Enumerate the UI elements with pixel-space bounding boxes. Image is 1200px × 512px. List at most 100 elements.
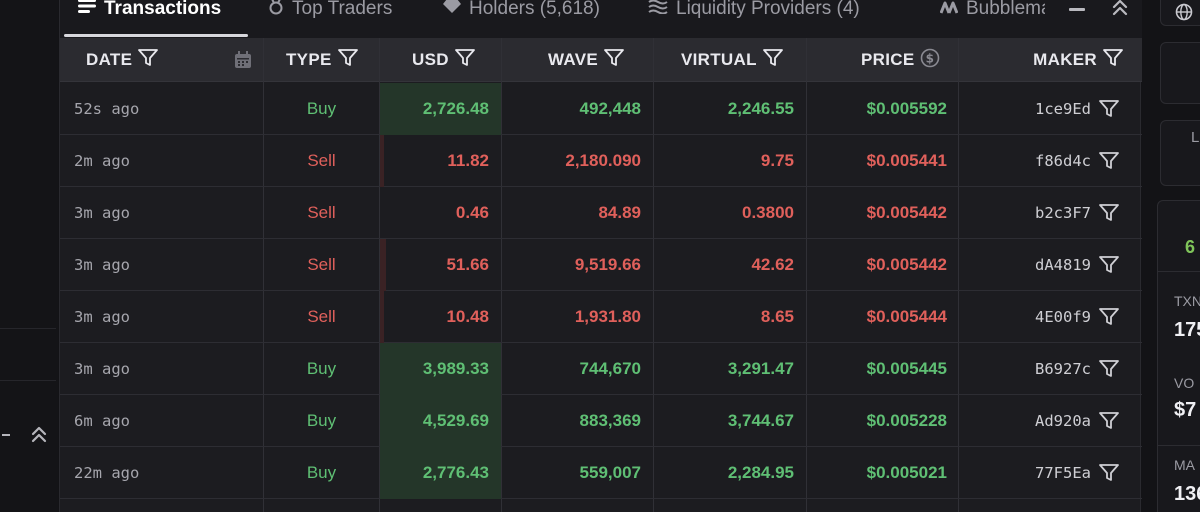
tab-bubblemaps[interactable]: Bubblemaps (940, 0, 1045, 24)
filter-icon[interactable] (1099, 360, 1119, 378)
usd-cell: 2,776.43 (422, 463, 489, 482)
filter-icon[interactable] (1099, 256, 1119, 274)
virtual-cell: 2,284.95 (727, 463, 794, 482)
date-cell: 3m ago (74, 256, 130, 274)
filter-icon[interactable] (604, 48, 624, 72)
column-header-price[interactable]: PRICE $ (861, 38, 940, 82)
type-cell: Buy (306, 411, 337, 430)
table-row[interactable]: 3m ago Sell 10.48 1,931.80 8.65 $0.005444 4E00… (60, 291, 1142, 343)
maker-address[interactable]: B6927c (1035, 360, 1091, 378)
minimize-icon[interactable] (2, 434, 10, 436)
column-header-date[interactable]: DATE (86, 38, 159, 82)
column-header-type[interactable]: TYPE (286, 38, 358, 82)
column-header-wave[interactable]: WAVE (548, 38, 624, 82)
table-row[interactable]: 22m ago Buy 2,776.43 559,007 2,284.95 $0.0050… (60, 447, 1142, 499)
table-row[interactable]: 3m ago Sell 51.66 9,519.66 42.62 $0.005442 dA4… (60, 239, 1142, 291)
column-label: VIRTUAL (681, 50, 757, 69)
filter-icon[interactable] (1099, 204, 1119, 222)
tab-label: Bubblemaps (966, 0, 1045, 19)
txns-value: 175 (1174, 319, 1200, 341)
language-button[interactable] (1160, 0, 1200, 26)
column-separator (958, 38, 959, 512)
column-header-maker[interactable]: MAKER (960, 38, 1123, 82)
maker-cell[interactable]: B6927c (959, 343, 1119, 395)
volume-label: VO (1174, 375, 1195, 391)
maker-cell[interactable]: 4E00f9 (959, 291, 1119, 343)
maker-address[interactable]: dA4819 (1035, 256, 1091, 274)
column-header-virtual[interactable]: VIRTUAL (681, 38, 783, 82)
tab-transactions[interactable]: Transactions (78, 0, 221, 24)
collapse-up-icon[interactable] (30, 424, 48, 446)
tab-holders[interactable]: Holders (5,618) (443, 0, 600, 24)
price-cell: $0.005441 (866, 151, 947, 170)
tab-liquidity-providers[interactable]: Liquidity Providers (4) (648, 0, 860, 24)
svg-text:$: $ (926, 51, 935, 65)
column-label: PRICE (861, 50, 915, 69)
divider (0, 328, 56, 329)
usd-cell: 11.82 (447, 151, 489, 170)
maker-cell[interactable]: 1ce9Ed (959, 83, 1119, 135)
price-cell: $0.005445 (866, 359, 947, 378)
maker-cell[interactable]: 77F5Ea (959, 447, 1119, 499)
maker-cell[interactable]: dA4819 (959, 239, 1119, 291)
usd-volume-bar (380, 343, 501, 395)
calendar-icon[interactable] (234, 38, 252, 82)
collapse-up-icon[interactable] (1110, 0, 1130, 20)
wave-cell: 744,670 (579, 359, 641, 378)
maker-cell[interactable]: f86d4c (959, 135, 1119, 187)
column-label: MAKER (1033, 50, 1097, 69)
tab-label: Holders (5,618) (469, 0, 600, 19)
column-label: WAVE (548, 50, 599, 69)
table-row[interactable]: 3m ago Sell 0.46 84.89 0.3800 $0.005442 b2c3F7 (60, 187, 1142, 239)
price-cell: $0.005442 (866, 203, 947, 222)
volume-value: $7 (1174, 399, 1197, 421)
table-row[interactable]: 3m ago Buy 3,989.33 744,670 3,291.47 $0.00544… (60, 343, 1142, 395)
maker-address[interactable]: Ad920a (1035, 412, 1091, 430)
wave-cell: 492,448 (579, 99, 641, 118)
stats-card: 6 TXN 175 VO $7 MA 136 (1157, 200, 1200, 512)
tab-top-traders[interactable]: Top Traders (268, 0, 392, 24)
usd-cell: 0.46 (455, 203, 489, 222)
filter-icon[interactable] (1099, 100, 1119, 118)
usd-volume-bar (380, 135, 384, 187)
maker-address[interactable]: 77F5Ea (1035, 464, 1091, 482)
tab-label: Top Traders (292, 0, 393, 19)
list-icon (78, 0, 96, 20)
maker-address[interactable]: 4E00f9 (1035, 308, 1091, 326)
filter-icon[interactable] (1099, 308, 1119, 326)
filter-icon[interactable] (762, 48, 783, 72)
filter-icon[interactable] (1103, 48, 1123, 72)
filter-icon[interactable] (1099, 412, 1119, 430)
filter-icon[interactable] (1099, 152, 1119, 170)
usd-volume-bar (380, 395, 501, 447)
usd-volume-bar (380, 291, 384, 343)
currency-toggle-icon[interactable]: $ (920, 48, 940, 73)
filter-icon[interactable] (337, 48, 358, 72)
type-cell: Sell (307, 203, 336, 222)
tab-label: Liquidity Providers (4) (676, 0, 860, 19)
table-row[interactable]: 2m ago Sell 11.82 2,180.090 9.75 $0.005441 f86… (60, 135, 1142, 187)
virtual-cell: 42.62 (751, 255, 794, 274)
type-cell: Buy (306, 99, 337, 118)
type-cell: Buy (306, 463, 337, 482)
column-header-usd[interactable]: USD (412, 38, 475, 82)
divider (0, 380, 56, 381)
table-row[interactable]: 6m ago Buy 4,529.69 883,369 3,744.67 $0.00522… (60, 395, 1142, 447)
maker-cell[interactable]: Ad920a (959, 395, 1119, 447)
filter-icon[interactable] (454, 48, 475, 72)
minimize-icon[interactable] (1069, 8, 1085, 11)
date-cell: 6m ago (74, 412, 130, 430)
maker-address[interactable]: 1ce9Ed (1035, 100, 1091, 118)
filter-icon[interactable] (1099, 464, 1119, 482)
wave-cell: 883,369 (579, 411, 641, 430)
column-separator (379, 38, 380, 512)
maker-address[interactable]: f86d4c (1035, 152, 1091, 170)
filter-icon[interactable] (138, 48, 159, 72)
price-cell: $0.005228 (866, 411, 947, 430)
usd-cell: 10.48 (446, 307, 489, 326)
maker-cell[interactable]: b2c3F7 (959, 187, 1119, 239)
table-row[interactable]: 52s ago Buy 2,726.48 492,448 2,246.55 $0.0055… (60, 83, 1142, 135)
virtual-cell: 3,291.47 (727, 359, 794, 378)
usd-cell: 2,726.48 (422, 99, 489, 118)
maker-address[interactable]: b2c3F7 (1035, 204, 1091, 222)
